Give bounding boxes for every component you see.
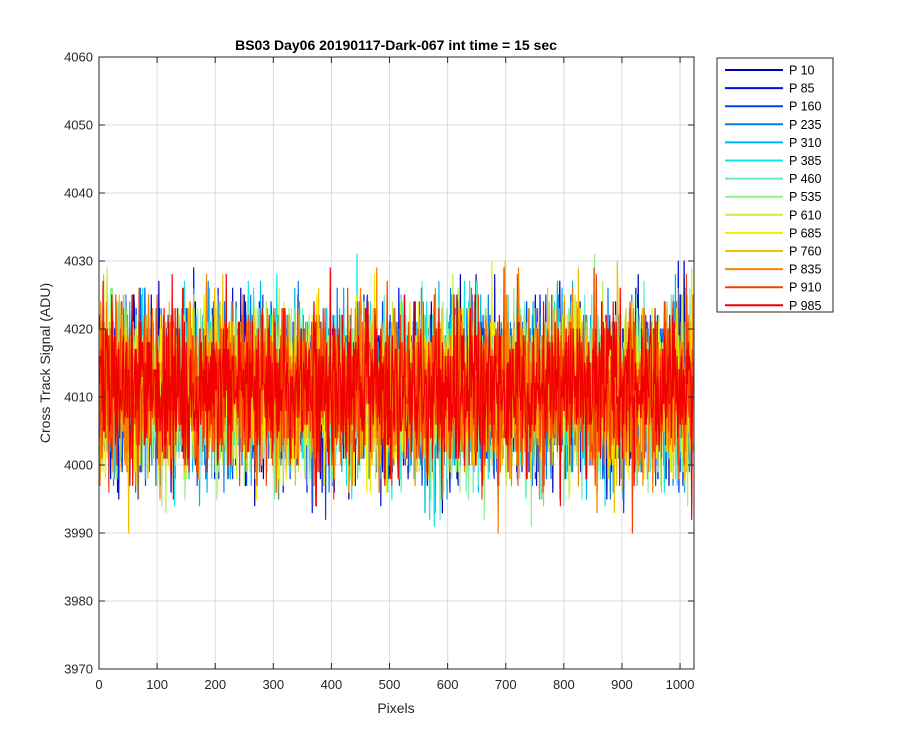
legend-label: P 610 xyxy=(789,208,821,222)
y-tick-label: 3970 xyxy=(64,662,93,677)
y-tick-label: 3980 xyxy=(64,594,93,609)
x-tick-label: 500 xyxy=(379,677,401,692)
legend-label: P 460 xyxy=(789,172,821,186)
legend-label: P 160 xyxy=(789,100,821,114)
y-tick-label: 4020 xyxy=(64,322,93,337)
legend-label: P 85 xyxy=(789,82,815,96)
y-axis-title: Cross Track Signal (ADU) xyxy=(37,283,53,443)
y-tick-label: 4060 xyxy=(64,50,93,65)
x-tick-label: 700 xyxy=(495,677,517,692)
legend-label: P 835 xyxy=(789,263,821,277)
x-tick-label: 100 xyxy=(146,677,168,692)
legend-label: P 910 xyxy=(789,281,821,295)
y-tick-label: 4000 xyxy=(64,458,93,473)
plot-frame xyxy=(98,56,695,670)
x-axis-title: Pixels xyxy=(377,700,414,716)
legend-label: P 10 xyxy=(789,64,815,78)
y-tick-label: 4050 xyxy=(64,118,93,133)
y-tick-label: 3990 xyxy=(64,526,93,541)
y-tick-label: 4040 xyxy=(64,186,93,201)
legend-label: P 535 xyxy=(789,190,821,204)
legend: P 10 P 85 P 160 P 235 P 310 P 385 P 460 P 535 P … xyxy=(716,57,834,313)
x-tick-label: 300 xyxy=(262,677,284,692)
series-line xyxy=(98,267,694,521)
legend-label: P 235 xyxy=(789,118,821,132)
x-tick-label: 800 xyxy=(553,677,575,692)
chart-title: BS03 Day06 20190117-Dark-067 int time = … xyxy=(235,37,557,53)
x-tick-label: 600 xyxy=(437,677,459,692)
plot-lines xyxy=(98,253,695,534)
y-tick-label: 4030 xyxy=(64,254,93,269)
axis-ticks: 0 100 200 300 400 500 600 700 800 900 1000 3970 3980… xyxy=(64,50,694,693)
x-tick-label: 900 xyxy=(611,677,633,692)
legend-label: P 985 xyxy=(789,299,821,313)
legend-label: P 310 xyxy=(789,136,821,150)
legend-label: P 385 xyxy=(789,154,821,168)
y-tick-label: 4010 xyxy=(64,390,93,405)
legend-label: P 760 xyxy=(789,245,821,259)
legend-label: P 685 xyxy=(789,226,821,240)
x-tick-label: 0 xyxy=(95,677,102,692)
x-tick-label: 200 xyxy=(204,677,226,692)
x-tick-label: 1000 xyxy=(666,677,695,692)
x-tick-label: 400 xyxy=(321,677,343,692)
